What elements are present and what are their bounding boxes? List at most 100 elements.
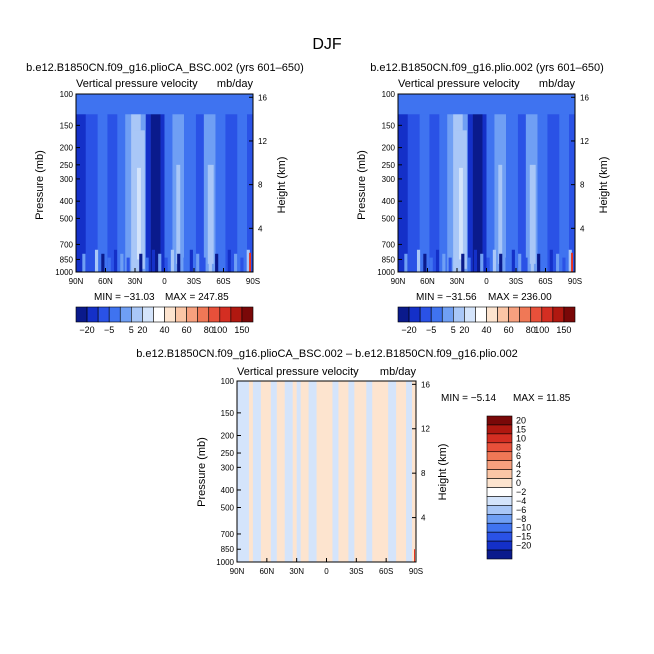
surface-noise — [227, 249, 231, 272]
descending-core — [474, 139, 481, 271]
variable-label: Vertical pressure velocity — [237, 366, 359, 378]
colorbar-label: −8 — [516, 514, 526, 524]
colorbar-swatch — [486, 496, 513, 506]
ascending-core-inner — [136, 167, 141, 260]
colorbar-swatch — [142, 306, 154, 323]
contour-band — [406, 381, 413, 562]
case-title: b.e12.B1850CN.f09_g16.plioCA_BSC.002 (yr… — [26, 62, 304, 74]
y-axis-label: Pressure (mb) — [34, 150, 46, 220]
colorbar-label: 150 — [234, 325, 249, 335]
colorbar-label: −10 — [516, 523, 531, 533]
contour-band — [164, 94, 173, 272]
contour-band — [486, 94, 495, 272]
contour-band — [225, 94, 238, 272]
x-tick-label: 60S — [538, 277, 552, 286]
colorbar-label: −5 — [104, 325, 114, 335]
surface-noise — [208, 249, 212, 272]
y-tick-label: 1000 — [216, 558, 234, 567]
colorbar-swatch — [97, 306, 110, 323]
contour-band — [296, 381, 301, 562]
surface-noise — [234, 253, 238, 272]
variable-label: Vertical pressure velocity — [76, 78, 198, 90]
contour-band — [308, 381, 317, 562]
max-label: MAX = 247.85 — [165, 292, 229, 303]
y-tick-label: 250 — [382, 161, 396, 170]
x-tick-label: 60S — [216, 277, 230, 286]
surface-noise — [196, 253, 200, 272]
positive-maximum — [249, 252, 252, 272]
x-tick-label: 60S — [379, 567, 393, 576]
colorbar-label: 80 — [526, 325, 536, 335]
colorbar-swatch — [230, 306, 243, 323]
colorbar-swatch — [164, 306, 176, 323]
x-tick-label: 30S — [187, 277, 201, 286]
y2-tick-label: 4 — [258, 224, 263, 233]
surface-noise — [132, 249, 137, 272]
colorbar-label: −5 — [426, 325, 436, 335]
units-label: mb/day — [217, 78, 254, 90]
x-tick-label: 90S — [246, 277, 260, 286]
surface-noise — [113, 249, 118, 272]
contour-band — [237, 94, 248, 272]
plot-area: 90N 60N 30N 0 30S 60S 90S 100 150 200 250 300 400 500… — [216, 377, 430, 576]
surface-noise — [556, 253, 560, 272]
surface-noise — [480, 253, 484, 272]
x-tick-label: 60N — [259, 567, 274, 576]
y-tick-label: 100 — [60, 90, 74, 99]
colorbar-label: −15 — [516, 532, 531, 542]
surface-noise — [435, 249, 440, 272]
surface-noise — [189, 249, 193, 272]
colorbar-swatch — [131, 306, 143, 323]
x-tick-label: 30N — [128, 277, 143, 286]
colorbar-swatch — [408, 306, 421, 323]
colorbar-swatch — [519, 306, 532, 323]
colorbar-label: −4 — [516, 496, 526, 506]
contour-band — [145, 94, 151, 272]
colorbar-swatch — [153, 306, 165, 323]
y-tick-label: 150 — [60, 121, 74, 130]
surface-noise — [416, 249, 421, 272]
contour-band — [107, 94, 118, 272]
y-tick-label: 700 — [221, 530, 235, 539]
colorbar-label: 20 — [137, 325, 147, 335]
y2-axis-label: Height (km) — [276, 157, 288, 214]
colorbar-label: 4 — [516, 460, 521, 470]
upper-level-band — [76, 94, 253, 115]
background-field — [237, 381, 416, 562]
y-tick-label: 700 — [60, 240, 74, 249]
units-label: mb/day — [539, 78, 576, 90]
y-tick-label: 250 — [60, 161, 74, 170]
case-title: b.e12.B1850CN.f09_g16.plio.002 (yrs 601–… — [370, 62, 604, 74]
y-tick-label: 100 — [221, 377, 235, 386]
colorbar-swatch — [108, 306, 121, 323]
colorbar-swatch — [175, 306, 187, 323]
upper-level-band — [398, 94, 575, 115]
ascending-band-midlat — [529, 164, 536, 264]
colorbar-label: −6 — [516, 505, 526, 515]
contour-band — [467, 94, 473, 272]
surface-noise — [398, 249, 402, 272]
contour-band — [569, 94, 575, 272]
surface-noise — [524, 257, 528, 272]
surface-noise — [246, 249, 250, 272]
min-label: MIN = −31.56 — [416, 292, 477, 303]
contour-band — [85, 94, 98, 272]
x-tick-label: 30N — [289, 567, 304, 576]
colorbar-label: 60 — [182, 325, 192, 335]
colorbar-label: 60 — [504, 325, 514, 335]
y-tick-label: 300 — [382, 175, 396, 184]
positive-maximum — [571, 252, 574, 272]
colorbar-swatch — [486, 306, 498, 323]
y2-tick-label: 4 — [421, 514, 426, 523]
colorbar-swatch — [486, 478, 513, 488]
surface-noise — [429, 257, 433, 272]
colorbar-swatch — [508, 306, 520, 323]
colorbar-swatch — [486, 531, 513, 542]
colorbar-label: −20 — [401, 325, 416, 335]
surface-noise — [215, 253, 219, 272]
surface-noise — [530, 249, 534, 272]
contour-band — [447, 94, 454, 272]
colorbar-label: 5 — [451, 325, 456, 335]
colorbar-label: 10 — [516, 433, 526, 443]
